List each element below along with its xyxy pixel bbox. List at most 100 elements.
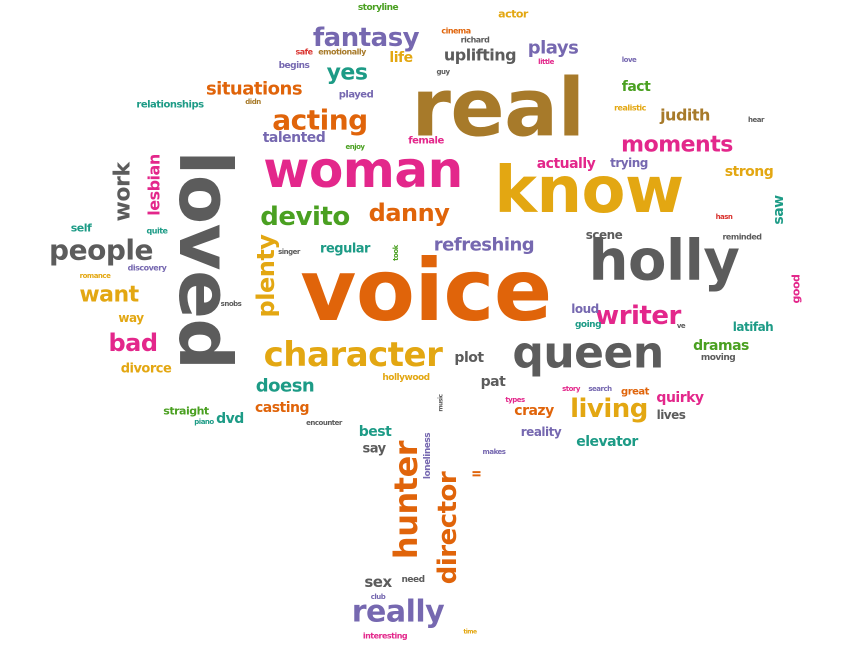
cloud-word-acting: acting	[272, 104, 367, 137]
cloud-word-great: great	[621, 387, 650, 398]
cloud-word-uplifting: uplifting	[444, 46, 516, 65]
cloud-word-woman: woman	[263, 141, 462, 199]
cloud-word-richard: richard	[461, 36, 490, 45]
cloud-word-loud: loud	[571, 302, 599, 316]
cloud-word-emotionally: emotionally	[318, 48, 367, 57]
cloud-word-enjoy: enjoy	[345, 143, 365, 151]
cloud-word-actually: actually	[537, 156, 596, 172]
cloud-word-makes: makes	[483, 448, 506, 456]
cloud-word-character: character	[264, 335, 443, 375]
cloud-word-fact: fact	[622, 79, 651, 95]
cloud-word-love: love	[622, 56, 637, 64]
cloud-word-actor: actor	[498, 8, 529, 21]
cloud-word-regular: regular	[320, 242, 371, 257]
cloud-word-didn: didn	[245, 98, 261, 106]
cloud-word-cinema: cinema	[441, 27, 470, 36]
cloud-word-strong: strong	[725, 164, 774, 180]
cloud-word-snobs: snobs	[221, 300, 242, 308]
cloud-word-devito: devito	[260, 202, 349, 232]
cloud-word-guy: guy	[436, 68, 450, 76]
cloud-word-relationships: relationships	[136, 100, 204, 111]
cloud-word-romance: romance	[80, 272, 111, 280]
cloud-word-discovery: discovery	[128, 264, 168, 273]
cloud-word-ll: ll	[471, 471, 484, 478]
cloud-word-encounter: encounter	[306, 419, 343, 427]
cloud-word-trying: trying	[610, 156, 648, 170]
cloud-word-best: best	[359, 424, 392, 440]
cloud-word-talented: talented	[263, 130, 326, 146]
cloud-word-storyline: storyline	[358, 3, 399, 13]
cloud-word-music: music	[438, 393, 445, 411]
cloud-word-voice: voice	[300, 241, 551, 341]
cloud-word-loved: loved	[163, 151, 247, 370]
cloud-word-queen: queen	[512, 328, 663, 379]
cloud-word-reality: reality	[521, 425, 562, 439]
cloud-word-plot: plot	[454, 350, 484, 366]
cloud-word-little: little	[538, 58, 554, 66]
cloud-word-say: say	[362, 442, 386, 457]
cloud-word-saw: saw	[771, 195, 787, 225]
cloud-word-quirky: quirky	[656, 390, 704, 406]
cloud-word-loneliness: loneliness	[423, 433, 433, 479]
cloud-word-interesting: interesting	[363, 632, 408, 641]
cloud-word-female: female	[408, 136, 444, 147]
cloud-word-self: self	[71, 222, 92, 235]
cloud-word-writer: writer	[595, 301, 681, 331]
cloud-word-divorce: divorce	[121, 362, 172, 377]
cloud-word-dramas: dramas	[693, 338, 749, 354]
cloud-word-casting: casting	[255, 400, 309, 416]
cloud-word-yes: yes	[327, 61, 368, 86]
cloud-word-refreshing: refreshing	[434, 235, 534, 256]
cloud-word-dvd: dvd	[216, 411, 244, 427]
cloud-word-straight: straight	[163, 405, 209, 418]
cloud-word-plenty: plenty	[252, 234, 280, 318]
cloud-word-way: way	[118, 311, 144, 325]
cloud-word-judith: judith	[659, 106, 710, 125]
cloud-word-sex: sex	[364, 573, 392, 591]
cloud-word-story: story	[562, 385, 581, 393]
cloud-word-going: going	[575, 320, 601, 330]
cloud-word-holly: holly	[589, 229, 740, 294]
cloud-word-really: really	[352, 595, 445, 630]
cloud-word-singer: singer	[278, 248, 301, 256]
cloud-word-quite: quite	[147, 227, 169, 236]
cloud-word-lesbian: lesbian	[145, 154, 164, 216]
cloud-word-realistic: realistic	[614, 104, 647, 113]
cloud-word-moving: moving	[701, 353, 735, 363]
cloud-word-bad: bad	[108, 329, 157, 357]
cloud-word-begins: begins	[279, 61, 310, 71]
cloud-word-piano: piano	[194, 418, 214, 426]
cloud-word-people: people	[49, 234, 153, 267]
cloud-word-time: time	[463, 629, 477, 636]
cloud-word-work: work	[111, 161, 136, 222]
cloud-word-moments: moments	[621, 133, 733, 158]
cloud-word-search: search	[588, 385, 612, 393]
cloud-word-know: know	[494, 154, 683, 228]
cloud-word-took: took	[392, 244, 400, 260]
cloud-word-hasn: hasn	[716, 213, 733, 221]
cloud-word-club: club	[371, 593, 386, 601]
cloud-word-hear: hear	[748, 116, 765, 124]
cloud-word-ve: ve	[677, 322, 686, 330]
cloud-word-hunter: hunter	[387, 440, 425, 559]
cloud-word-hollywood: hollywood	[382, 373, 429, 383]
cloud-word-danny: danny	[369, 199, 451, 227]
cloud-word-pat: pat	[481, 374, 506, 390]
cloud-word-played: played	[339, 90, 374, 101]
cloud-word-scene: scene	[586, 228, 623, 242]
cloud-word-plays: plays	[528, 38, 579, 59]
cloud-word-lives: lives	[657, 408, 686, 422]
cloud-word-life: life	[389, 50, 412, 66]
cloud-word-situations: situations	[206, 79, 302, 100]
cloud-word-director: director	[433, 471, 463, 584]
cloud-word-living: living	[570, 394, 648, 424]
cloud-word-doesn: doesn	[256, 376, 315, 397]
cloud-word-want: want	[79, 283, 139, 308]
cloud-word-reminded: reminded	[722, 233, 762, 242]
cloud-word-good: good	[790, 275, 803, 304]
cloud-word-types: types	[505, 396, 525, 404]
cloud-word-safe: safe	[295, 48, 313, 57]
cloud-word-crazy: crazy	[514, 403, 554, 419]
